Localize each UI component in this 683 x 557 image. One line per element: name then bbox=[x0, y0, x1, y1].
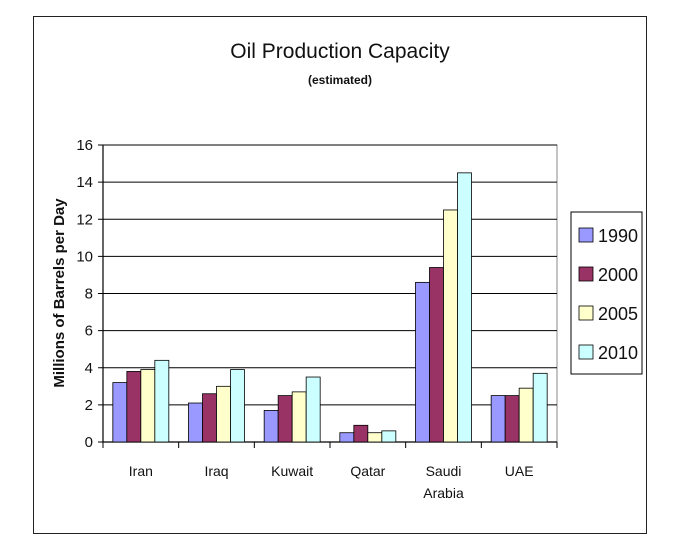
x-category-label: Kuwait bbox=[271, 463, 313, 479]
bar-2010-qatar bbox=[381, 430, 397, 443]
bar-2005-kuwait bbox=[291, 391, 307, 443]
bar-1990-saudi-arabia bbox=[415, 281, 430, 443]
bar-2000-iraq bbox=[202, 393, 217, 443]
legend-swatch-1990 bbox=[578, 227, 594, 243]
x-category-label: Iran bbox=[129, 463, 153, 479]
y-tick-label: 4 bbox=[85, 360, 93, 377]
legend: 1990 2000 2005 2010 bbox=[570, 211, 643, 375]
bar-1990-uae bbox=[490, 395, 506, 443]
x-category-label-line: Iran bbox=[129, 463, 153, 479]
x-category-label: Iraq bbox=[204, 463, 228, 479]
x-category-label: UAE bbox=[505, 463, 534, 479]
bar-1990-iran bbox=[112, 382, 128, 443]
y-tick-label: 12 bbox=[76, 211, 93, 228]
y-tick-label: 16 bbox=[76, 137, 93, 154]
bar-2010-saudi-arabia bbox=[457, 172, 472, 443]
x-category-label: Saudi Arabia bbox=[423, 463, 464, 501]
legend-swatch-2000 bbox=[578, 266, 594, 282]
y-tick-label: 0 bbox=[85, 434, 93, 451]
bar-2000-qatar bbox=[353, 424, 369, 443]
legend-label-2005: 2005 bbox=[598, 304, 638, 324]
bar-2000-kuwait bbox=[277, 395, 293, 443]
bar-1990-iraq bbox=[188, 402, 203, 443]
chart-title: Oil Production Capacity bbox=[230, 40, 450, 63]
bar-2010-iraq bbox=[230, 369, 245, 443]
bar-2000-iran bbox=[126, 371, 142, 443]
y-tick-label: 10 bbox=[76, 248, 93, 265]
bar-2010-kuwait bbox=[305, 376, 321, 443]
legend-label-2000: 2000 bbox=[598, 265, 638, 285]
bar-2000-uae bbox=[504, 395, 520, 443]
bar-2010-uae bbox=[532, 372, 548, 443]
y-tick-label: 14 bbox=[76, 174, 93, 191]
bar-2000-saudi-arabia bbox=[429, 267, 444, 443]
legend-label-2010: 2010 bbox=[598, 343, 638, 363]
y-axis-label: Millions of Barrels per Day bbox=[51, 198, 68, 388]
x-category-label-line: Qatar bbox=[350, 463, 385, 479]
legend-swatch-2010 bbox=[578, 344, 594, 360]
chart-subtitle: (estimated) bbox=[308, 73, 372, 87]
x-category-label-line: Saudi bbox=[426, 463, 462, 479]
y-tick-label: 6 bbox=[85, 323, 93, 340]
bar-2005-qatar bbox=[367, 432, 383, 443]
y-tick-label: 2 bbox=[85, 397, 93, 414]
bar-2005-iraq bbox=[216, 385, 231, 443]
bar-2005-saudi-arabia bbox=[443, 209, 458, 443]
bar-1990-kuwait bbox=[263, 410, 279, 443]
legend-label-1990: 1990 bbox=[598, 226, 638, 246]
x-category-label-line: Arabia bbox=[423, 485, 464, 501]
x-category-label-line: Iraq bbox=[204, 463, 228, 479]
x-category-label-line: Kuwait bbox=[271, 463, 313, 479]
bar-2005-uae bbox=[518, 387, 534, 443]
bar-2005-iran bbox=[140, 369, 156, 443]
x-category-label: Qatar bbox=[350, 463, 385, 479]
y-tick-label: 8 bbox=[85, 286, 93, 303]
plot-area: 0 2 4 6 8 10 12 14 16 Iran Iraq Kuwait Qatar Saudi Ara… bbox=[76, 137, 558, 501]
legend-swatch-2005 bbox=[578, 305, 594, 321]
bar-1990-qatar bbox=[339, 432, 355, 443]
x-category-label-line: UAE bbox=[505, 463, 534, 479]
bar-2010-iran bbox=[154, 359, 170, 443]
